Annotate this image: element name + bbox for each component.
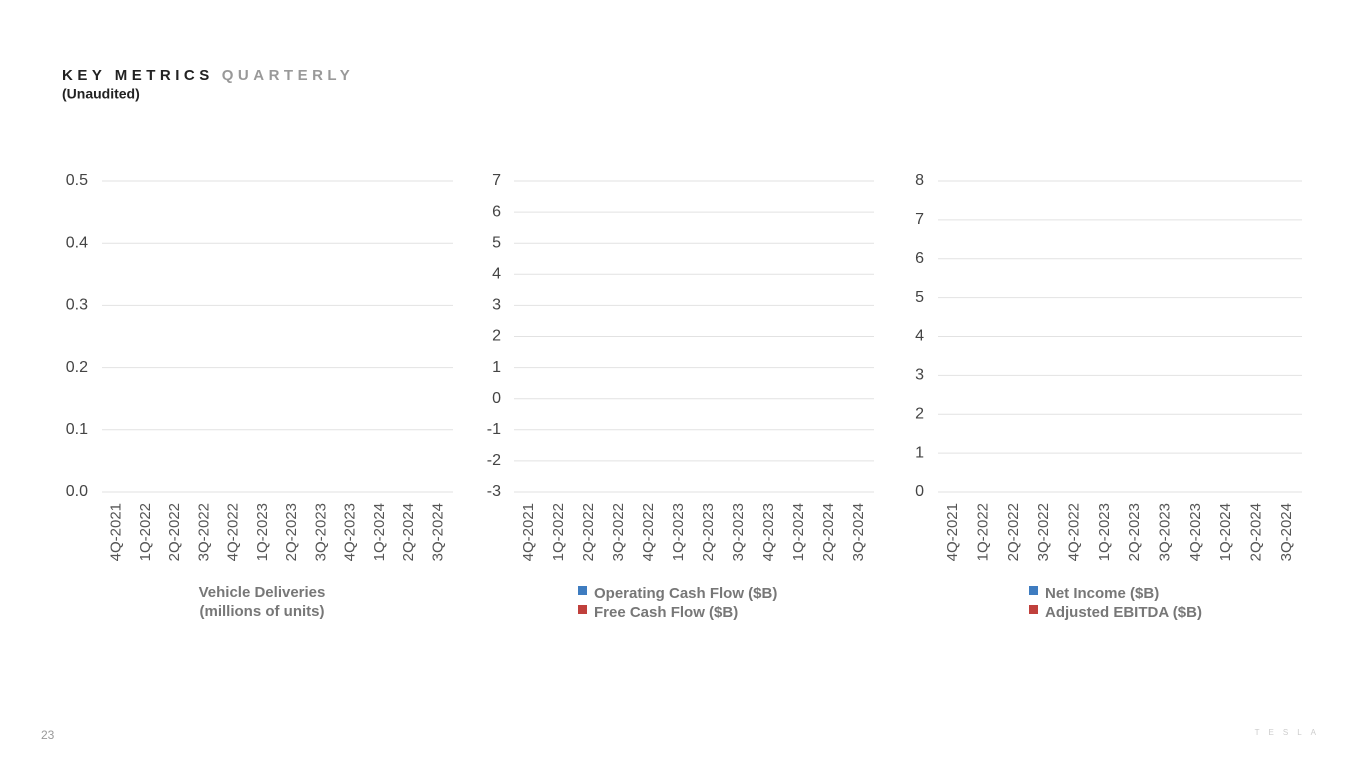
x-tick-label: 1Q-2023 <box>670 503 687 561</box>
legend-swatch <box>1029 605 1038 614</box>
x-tick-label: 4Q-2021 <box>108 503 125 561</box>
x-tick-label: 2Q-2024 <box>820 503 837 561</box>
y-tick-label: 3 <box>915 367 924 384</box>
x-tick-label: 1Q-2022 <box>974 503 991 561</box>
legend-swatch <box>1029 586 1038 595</box>
x-tick-label: 4Q-2022 <box>640 503 657 561</box>
x-tick-label: 3Q-2022 <box>610 503 627 561</box>
x-tick-label: 2Q-2022 <box>166 503 183 561</box>
y-tick-label: 0 <box>915 483 924 500</box>
y-tick-label: 2 <box>492 328 501 345</box>
x-tick-label: 3Q-2024 <box>429 503 446 561</box>
page-number: 23 <box>41 728 55 742</box>
x-tick-label: 1Q-2024 <box>790 503 807 561</box>
x-tick-label: 4Q-2022 <box>225 503 242 561</box>
legend-swatch <box>578 605 587 614</box>
title-main: KEY METRICS <box>62 67 214 84</box>
y-tick-label: 7 <box>915 211 924 228</box>
x-tick-label: 1Q-2023 <box>254 503 271 561</box>
legend-label: Adjusted EBITDA ($B) <box>1045 604 1202 621</box>
y-tick-label: 0.5 <box>66 172 88 189</box>
y-tick-label: 0.3 <box>66 297 88 314</box>
x-axis-label: (millions of units) <box>200 603 325 620</box>
y-tick-label: 6 <box>492 203 501 220</box>
x-tick-label: 4Q-2021 <box>944 503 961 561</box>
legend-label: Net Income ($B) <box>1045 585 1159 602</box>
x-tick-label: 3Q-2023 <box>730 503 747 561</box>
y-tick-label: 1 <box>915 444 924 461</box>
legend-label: Free Cash Flow ($B) <box>594 604 738 621</box>
subtitle: (Unaudited) <box>62 86 140 102</box>
x-tick-label: 3Q-2023 <box>312 503 329 561</box>
x-tick-label: 1Q-2023 <box>1096 503 1113 561</box>
legend-swatch <box>578 586 587 595</box>
y-tick-label: 6 <box>915 250 924 267</box>
title: KEY METRICS QUARTERLY <box>62 67 354 84</box>
x-tick-label: 4Q-2023 <box>342 503 359 561</box>
x-axis-label: Vehicle Deliveries <box>199 584 326 601</box>
x-tick-label: 1Q-2024 <box>1217 503 1234 561</box>
x-tick-label: 2Q-2022 <box>1005 503 1022 561</box>
x-tick-label: 4Q-2023 <box>1187 503 1204 561</box>
y-tick-label: 0.1 <box>66 421 88 438</box>
y-tick-label: 8 <box>915 172 924 189</box>
x-tick-label: 3Q-2022 <box>1035 503 1052 561</box>
x-tick-label: 2Q-2023 <box>1126 503 1143 561</box>
y-tick-label: 3 <box>492 297 501 314</box>
x-tick-label: 4Q-2022 <box>1065 503 1082 561</box>
x-tick-label: 1Q-2022 <box>550 503 567 561</box>
x-tick-label: 2Q-2023 <box>700 503 717 561</box>
y-tick-label: 0 <box>492 390 501 407</box>
x-tick-label: 3Q-2023 <box>1156 503 1173 561</box>
title-accent: QUARTERLY <box>222 67 354 84</box>
y-tick-label: -3 <box>487 483 501 500</box>
x-tick-label: 2Q-2022 <box>580 503 597 561</box>
x-tick-label: 3Q-2024 <box>850 503 867 561</box>
y-tick-label: 0.0 <box>66 483 88 500</box>
x-tick-label: 3Q-2024 <box>1278 503 1295 561</box>
y-tick-label: 7 <box>492 172 501 189</box>
legend-label: Operating Cash Flow ($B) <box>594 585 777 602</box>
y-tick-label: -2 <box>487 452 501 469</box>
x-tick-label: 4Q-2023 <box>760 503 777 561</box>
x-tick-label: 1Q-2022 <box>137 503 154 561</box>
y-tick-label: 1 <box>492 359 501 376</box>
x-tick-label: 2Q-2024 <box>400 503 417 561</box>
y-tick-label: 5 <box>492 234 501 251</box>
y-tick-label: 0.4 <box>66 234 88 251</box>
x-tick-label: 3Q-2022 <box>195 503 212 561</box>
y-tick-label: -1 <box>487 421 501 438</box>
y-tick-label: 0.2 <box>66 359 88 376</box>
y-tick-label: 4 <box>492 266 501 283</box>
x-tick-label: 2Q-2023 <box>283 503 300 561</box>
y-tick-label: 4 <box>915 328 924 345</box>
x-tick-label: 2Q-2024 <box>1247 503 1264 561</box>
y-tick-label: 5 <box>915 289 924 306</box>
x-tick-label: 1Q-2024 <box>371 503 388 561</box>
x-tick-label: 4Q-2021 <box>520 503 537 561</box>
logo: TESLA <box>1255 728 1325 737</box>
y-tick-label: 2 <box>915 405 924 422</box>
